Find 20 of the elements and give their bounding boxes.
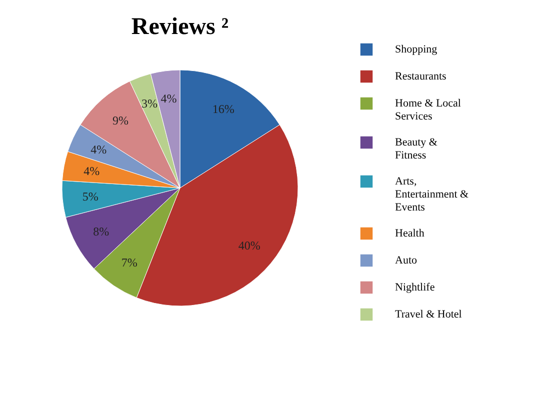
data-label: 4% xyxy=(90,142,107,157)
legend-label: Home & Local Services xyxy=(395,98,461,122)
legend-label: Beauty & Fitness xyxy=(395,136,438,162)
data-label: 40% xyxy=(238,238,260,252)
data-label: 8% xyxy=(93,224,110,238)
data-label: 5% xyxy=(82,189,98,204)
legend-label: Auto xyxy=(395,254,418,266)
legend-label: Shopping xyxy=(395,44,438,56)
legend-label: Arts, Entertainment & Events xyxy=(395,176,470,214)
legend-label: Restaurants xyxy=(395,70,446,82)
data-label: 7% xyxy=(121,255,138,270)
data-label: 3% xyxy=(142,96,158,110)
data-label: 4% xyxy=(84,164,100,178)
chart-title: Reviews ² xyxy=(131,14,229,40)
data-label: 9% xyxy=(112,113,128,128)
legend-label: Travel & Hotel xyxy=(395,308,462,320)
legend-label: Nightlife xyxy=(395,282,435,294)
legend-label: Health xyxy=(395,228,425,240)
data-label: 4% xyxy=(160,92,177,106)
data-label: 16% xyxy=(212,102,234,116)
